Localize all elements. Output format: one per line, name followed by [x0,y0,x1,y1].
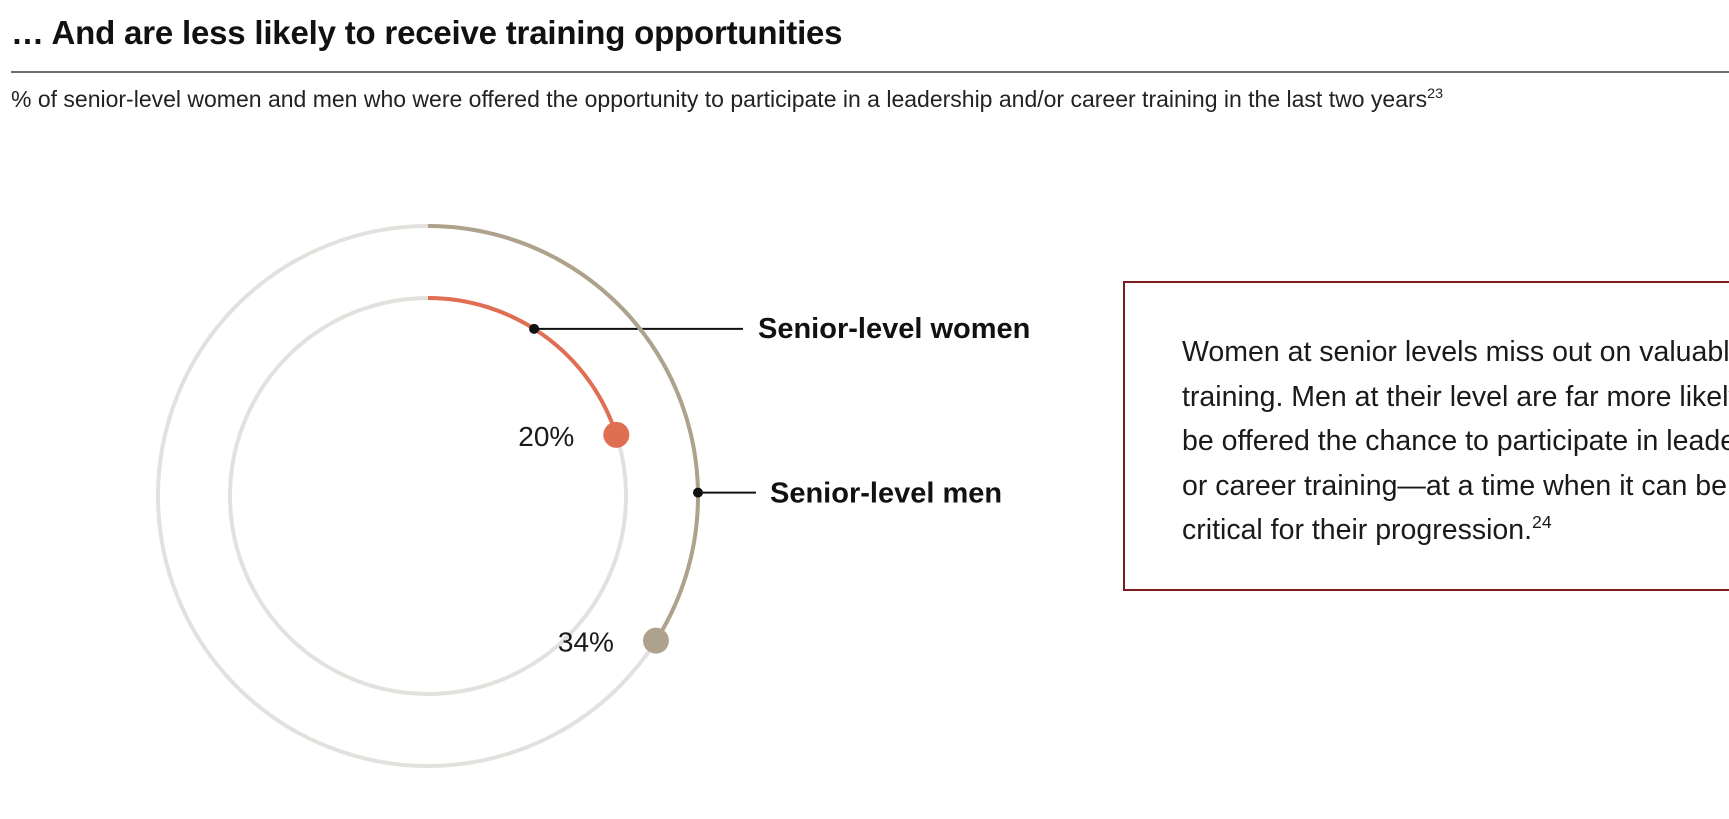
series-name-senior-level-men: Senior-level men [770,478,1002,510]
callout-line: training. Men at their level are far mor… [1182,380,1729,413]
leader-dot-senior-level-men [692,487,703,498]
value-arc-senior-level-men [427,224,700,642]
callout-last-text: critical for their progression. [1182,514,1533,546]
value-label-senior-level-women: 20% [518,421,574,452]
callout-footnote: 24 [1532,512,1552,533]
callout-line: or career training—at a time when it can… [1182,469,1727,502]
leader-dot-senior-level-women [529,323,540,334]
chart-title: … And are less likely to receive trainin… [11,14,843,51]
subtitle-text: % of senior-level women and men who were… [11,86,1428,112]
callout-line: Women at senior levels miss out on valua… [1182,336,1729,368]
callout-line: critical for their progression.24 [1182,508,1729,553]
subtitle-footnote: 23 [1427,86,1443,103]
callout-box: Women at senior levels miss out on valua… [1123,281,1729,591]
ring-track-senior-level-men [156,224,700,768]
value-dot-senior-level-men [642,627,669,654]
value-label-senior-level-men: 34% [558,627,614,658]
value-arc-senior-level-women [427,296,619,436]
title-divider [11,71,1729,73]
value-dot-senior-level-women [603,421,630,448]
callout-line: be offered the chance to participate in … [1182,425,1729,457]
series-name-senior-level-women: Senior-level women [758,313,1030,345]
chart-subtitle: % of senior-level women and men who were… [11,86,1443,113]
